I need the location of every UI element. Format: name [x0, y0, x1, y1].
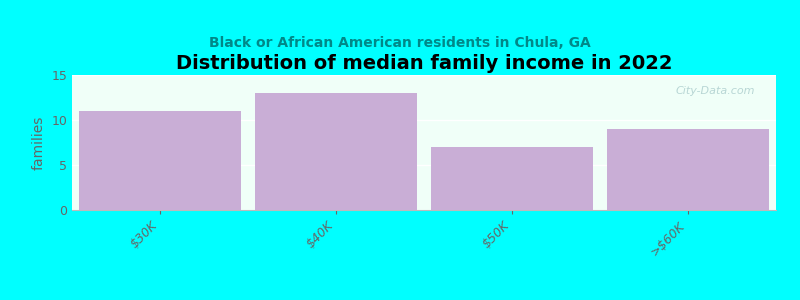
Bar — [79, 111, 241, 210]
Text: City-Data.com: City-Data.com — [675, 86, 755, 96]
Bar — [255, 93, 417, 210]
Bar — [607, 129, 769, 210]
Text: Black or African American residents in Chula, GA: Black or African American residents in C… — [209, 36, 591, 50]
Y-axis label: families: families — [32, 115, 46, 170]
Bar — [431, 147, 593, 210]
Title: Distribution of median family income in 2022: Distribution of median family income in … — [176, 54, 672, 74]
